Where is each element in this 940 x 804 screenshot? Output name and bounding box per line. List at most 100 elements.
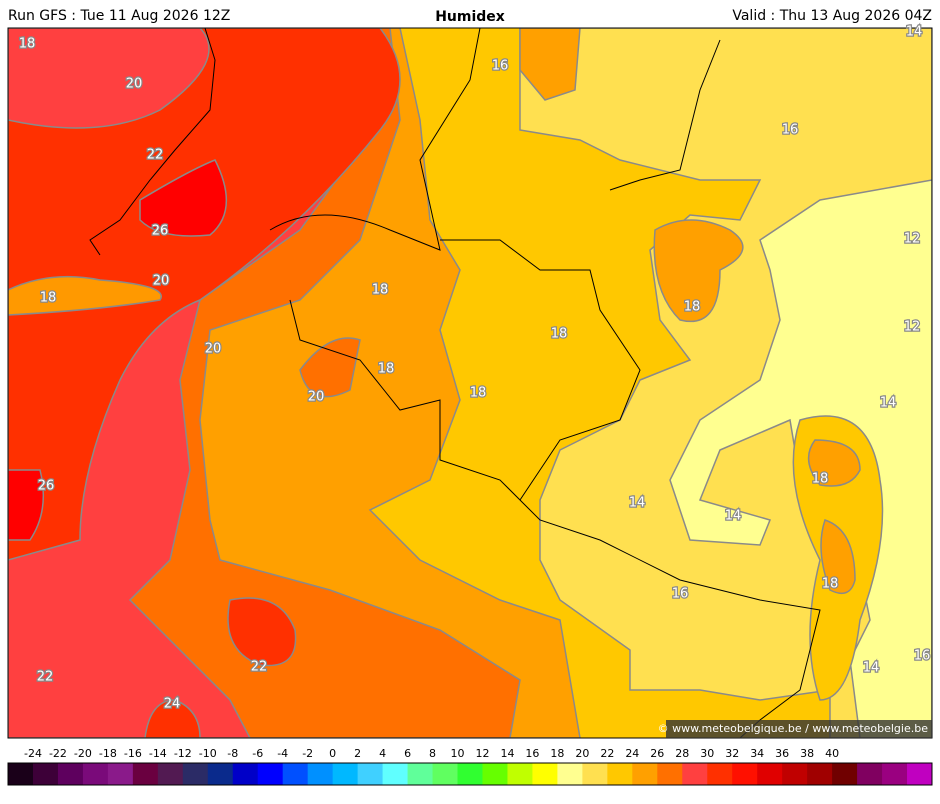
contour-label: 20 (205, 342, 222, 357)
scale-label: -2 (302, 747, 313, 760)
scale-label: -6 (252, 747, 263, 760)
scale-swatch (207, 763, 234, 785)
contour-label: 26 (152, 224, 169, 239)
contour-label: 14 (906, 25, 923, 40)
contour-label: 20 (308, 390, 325, 405)
scale-label: 36 (775, 747, 789, 760)
contour-label: 22 (37, 670, 54, 685)
scale-label: -20 (74, 747, 92, 760)
contour-labels: 18 20 22 26 20 18 20 18 18 20 18 18 18 16 16 14 12 12 14 18… (18, 23, 932, 712)
contour-label: 14 (880, 396, 897, 411)
scale-swatch (782, 763, 808, 785)
contour-label: 14 (863, 661, 880, 676)
contour-label: 18 (40, 291, 57, 306)
field-24-26 (8, 28, 401, 738)
scale-swatch (332, 763, 359, 785)
field-26-plus (8, 159, 227, 541)
scale-label: 10 (451, 747, 465, 760)
scale-swatch (757, 763, 783, 785)
scale-swatch (282, 763, 309, 785)
contour-label: 16 (672, 587, 689, 602)
scale-swatch (507, 763, 533, 785)
contour-label: 12 (904, 232, 921, 247)
contour-label: 18 (372, 283, 389, 298)
scale-swatch (557, 763, 583, 785)
contour-label: 24 (164, 697, 181, 712)
scale-label: 16 (525, 747, 539, 760)
scale-label: 6 (404, 747, 411, 760)
scale-label: 28 (675, 747, 689, 760)
scale-swatch (532, 763, 558, 785)
scale-swatch (682, 763, 708, 785)
scale-swatch (882, 763, 908, 785)
map: 18 20 22 26 20 18 20 18 18 20 18 18 18 16 16 14 12 12 14 18… (7, 23, 933, 739)
map-title: Humidex (435, 9, 505, 25)
scale-label: 0 (329, 747, 336, 760)
contour-label: 18 (19, 37, 36, 52)
scale-label: -10 (199, 747, 217, 760)
field-uk-south (8, 275, 162, 316)
contour-label: 18 (551, 327, 568, 342)
scale-label: 38 (800, 747, 814, 760)
scale-swatch (182, 763, 209, 785)
contour-label: 12 (904, 320, 921, 335)
scale-label: -16 (124, 747, 142, 760)
scale-swatch (232, 763, 259, 785)
scale-label: -24 (24, 747, 42, 760)
scale-swatch (832, 763, 858, 785)
scale-label: 22 (600, 747, 614, 760)
scale-swatch (807, 763, 833, 785)
scale-swatch (907, 763, 933, 785)
contour-label: 14 (629, 496, 646, 511)
scale-swatch (32, 763, 59, 785)
contour-label: 20 (126, 77, 143, 92)
scale-swatch (57, 763, 84, 785)
scale-swatch (257, 763, 284, 785)
scale-label: 24 (625, 747, 639, 760)
scale-label: 30 (700, 747, 714, 760)
scale-swatch (707, 763, 733, 785)
scale-swatch (307, 763, 334, 785)
scale-label: 8 (429, 747, 436, 760)
scale-label: 32 (725, 747, 739, 760)
contour-label: 22 (251, 660, 268, 675)
contour-label: 16 (914, 649, 931, 664)
scale-swatch (357, 763, 384, 785)
scale-label: -22 (49, 747, 67, 760)
scale-label: -12 (174, 747, 192, 760)
map-frame (7, 27, 933, 739)
scale-swatch (407, 763, 434, 785)
scale-swatch (582, 763, 608, 785)
scale-swatch (8, 763, 34, 785)
contour-label: 22 (147, 148, 164, 163)
borders (89, 28, 821, 738)
scale-swatch (132, 763, 159, 785)
scale-swatch (732, 763, 758, 785)
scale-swatch (432, 763, 459, 785)
scale-swatch (857, 763, 883, 785)
scale-label: 18 (550, 747, 564, 760)
credit: © www.meteobelgique.be / www.meteobelgie… (658, 722, 929, 735)
scale-label: 40 (825, 747, 839, 760)
contour-label: 18 (378, 362, 395, 377)
scale-swatch (157, 763, 184, 785)
scale-label: 34 (750, 747, 764, 760)
color-scale: -24 -22 -20 -18 -16 -14 -12 -10 -8 -6 -4 -2 0 2 4 6 8 10 1… (7, 747, 933, 786)
contour-label: 16 (782, 123, 799, 138)
scale-swatch (82, 763, 109, 785)
scale-label: 12 (475, 747, 489, 760)
contour-label: 18 (470, 386, 487, 401)
scale-label: 26 (650, 747, 664, 760)
scale-frame (7, 762, 933, 786)
scale-label: -14 (149, 747, 167, 760)
contour-label: 26 (38, 479, 55, 494)
scale-swatch (632, 763, 658, 785)
valid-info: Valid : Thu 13 Aug 2026 04Z (732, 8, 932, 24)
scale-label: -4 (277, 747, 288, 760)
scale-swatch (382, 763, 409, 785)
field-18-20-east (519, 28, 861, 595)
credit-box (666, 720, 932, 738)
run-info: Run GFS : Tue 11 Aug 2026 12Z (8, 8, 230, 24)
scale-swatch (107, 763, 134, 785)
contour-label: 20 (153, 274, 170, 289)
